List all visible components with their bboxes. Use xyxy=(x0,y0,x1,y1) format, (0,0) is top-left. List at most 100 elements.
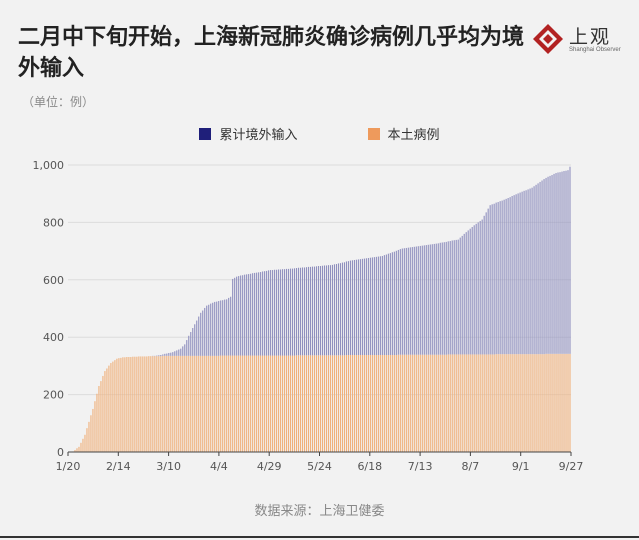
bar-local xyxy=(234,355,236,452)
bar-imported xyxy=(321,265,324,356)
bar-imported xyxy=(220,300,222,356)
bar-imported xyxy=(411,247,413,355)
bar-local xyxy=(142,356,144,452)
bar-imported xyxy=(563,171,565,354)
bar-local xyxy=(327,355,330,452)
bar-local xyxy=(86,428,88,452)
bar-imported xyxy=(337,263,340,356)
bar-local xyxy=(82,438,84,452)
bar-local xyxy=(303,355,306,452)
bar-local xyxy=(365,354,367,452)
bar-imported xyxy=(313,266,316,356)
bar-local xyxy=(76,448,78,452)
bar-local xyxy=(483,354,485,452)
bar-local xyxy=(441,354,443,452)
bar-imported xyxy=(264,271,266,356)
x-tick-label: 7/13 xyxy=(408,460,433,473)
bar-local xyxy=(170,355,172,452)
bar-imported xyxy=(232,278,234,356)
bar-local xyxy=(427,354,429,452)
bar-imported xyxy=(335,264,338,356)
bar-imported xyxy=(274,269,276,356)
bar-imported xyxy=(317,266,320,356)
bar-imported xyxy=(449,241,451,355)
bar-imported xyxy=(407,247,409,355)
bar-local xyxy=(529,354,531,452)
bar-local xyxy=(347,354,349,452)
bar-local xyxy=(397,354,399,452)
bar-local xyxy=(477,354,479,452)
bar-imported xyxy=(228,297,230,356)
bar-local xyxy=(294,355,296,452)
bar-local xyxy=(423,354,425,452)
bar-imported xyxy=(270,270,272,356)
bar-imported xyxy=(361,258,363,355)
bar-imported xyxy=(222,300,224,356)
x-tick-label: 6/18 xyxy=(357,460,382,473)
bar-imported xyxy=(555,173,557,354)
bar-local xyxy=(425,354,427,452)
bar-local xyxy=(525,354,527,452)
bar-local xyxy=(481,354,483,452)
bar-local xyxy=(240,355,242,452)
bar-imported xyxy=(475,223,477,355)
logo-name: 上观 xyxy=(569,26,612,48)
logo: 上观 Shanghai Observer xyxy=(531,22,621,56)
bar-imported xyxy=(266,270,268,356)
bar-local xyxy=(467,354,469,452)
bar-imported xyxy=(503,199,505,355)
bar-local xyxy=(455,354,457,452)
bar-local xyxy=(511,354,513,452)
bar-imported xyxy=(303,267,306,356)
bar-imported xyxy=(511,195,513,355)
bar-local xyxy=(391,354,393,452)
bar-imported xyxy=(292,268,294,356)
bar-imported xyxy=(290,268,292,356)
bar-imported xyxy=(212,302,214,356)
bar-local xyxy=(252,355,254,452)
bar-local xyxy=(383,354,385,452)
bar-imported xyxy=(200,312,202,356)
bar-imported xyxy=(471,226,473,355)
legend-item-imported[interactable]: 累计境外输入 xyxy=(199,124,298,143)
bar-local xyxy=(569,353,571,452)
bar-imported xyxy=(307,266,310,356)
bar-local xyxy=(539,354,541,452)
bar-local xyxy=(92,408,94,452)
bar-imported xyxy=(301,267,304,356)
bar-imported xyxy=(295,268,298,356)
bar-local xyxy=(220,355,222,452)
bar-imported xyxy=(433,243,435,355)
x-tick-label: 3/10 xyxy=(156,460,181,473)
bar-imported xyxy=(525,190,527,355)
bar-imported xyxy=(469,228,471,355)
bar-imported xyxy=(399,249,401,355)
bar-local xyxy=(206,355,208,452)
bar-imported xyxy=(164,353,166,356)
bar-imported xyxy=(409,247,411,355)
bar-local xyxy=(272,355,274,452)
legend-item-local[interactable]: 本土病例 xyxy=(367,124,440,143)
bar-imported xyxy=(491,204,493,355)
bar-imported xyxy=(260,272,262,356)
bar-local xyxy=(349,354,351,452)
bar-local xyxy=(78,446,80,452)
bar-imported xyxy=(391,252,393,355)
bar-imported xyxy=(505,198,507,355)
bar-imported xyxy=(455,239,457,355)
bar-local xyxy=(325,355,328,452)
y-tick-label: 800 xyxy=(43,216,64,229)
bar-local xyxy=(313,355,316,452)
bar-imported xyxy=(403,248,405,355)
bar-local xyxy=(292,355,294,452)
bar-imported xyxy=(194,324,196,356)
bar-imported xyxy=(244,274,246,356)
bar-local xyxy=(124,357,126,452)
bar-imported xyxy=(345,261,347,355)
bar-local xyxy=(567,353,569,452)
bar-local xyxy=(88,421,90,452)
bar-local xyxy=(351,354,353,452)
bar-local xyxy=(401,354,403,452)
bar-imported xyxy=(509,197,511,355)
bar-imported xyxy=(477,222,479,355)
